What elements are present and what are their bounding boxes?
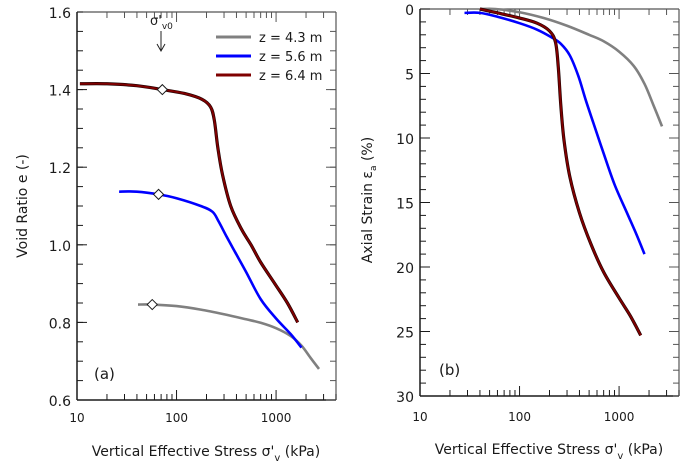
panel-b-label: (b) [439, 361, 460, 379]
panel-a-series-group [79, 82, 321, 370]
y-tick-label: 1.0 [49, 239, 71, 255]
panel-b-axes: 10 100 1000 0 5 10 15 20 25 30 [396, 3, 680, 424]
sigma-v0-arrowhead-icon [156, 43, 166, 53]
panel-b-series-group [464, 7, 664, 337]
y-tick-label: 0.6 [49, 394, 71, 410]
panel-a-label: (a) [94, 365, 115, 383]
sigma-v0-sub: v0 [162, 22, 173, 32]
x-tick-label: 1000 [261, 411, 292, 425]
series-line-z64 [479, 8, 642, 336]
sigma-v0-annotation-text: σ'v0 [150, 14, 173, 32]
panel-b-x-axis-title: Vertical Effective Stress σ'v (kPa) [435, 442, 663, 462]
x-tick-label: 100 [508, 410, 531, 424]
x-tick-label: 10 [69, 411, 84, 425]
sigma-v0-main: σ' [150, 14, 162, 29]
x-title-main: Vertical Effective Stress σ' [92, 444, 275, 460]
panel-b-y-axis-title: Axial Strain εa (%) [360, 137, 379, 263]
x-title-sub: v [274, 453, 280, 464]
x-tick-label: 10 [412, 410, 427, 424]
series-line-z56 [464, 11, 646, 255]
legend-label-z56: z = 5.6 m [259, 50, 322, 65]
y-tick-label: 1.4 [49, 84, 71, 100]
panel-a-axes: 10 100 1000 0.6 0.8 1.0 1.2 1.4 1.6 [49, 6, 337, 425]
x-title-tail: (kPa) [623, 442, 663, 458]
legend: z = 4.3 m z = 5.6 m z = 6.4 m [216, 31, 322, 84]
panel-a-y-axis-title: Void Ratio e (-) [15, 154, 31, 258]
y-tick-label: 10 [396, 132, 414, 148]
panel-a-void-ratio-plot: 10 100 1000 0.6 0.8 1.0 1.2 1.4 1.6 (a) σ'v0 z =… [15, 6, 337, 464]
y-title-tail: (%) [360, 137, 376, 166]
panel-a-x-axis-title: Vertical Effective Stress σ'v (kPa) [92, 444, 320, 464]
x-title-tail: (kPa) [280, 444, 320, 460]
sigma-v0-annotation: σ'v0 [150, 14, 173, 53]
y-title-sub: a [369, 166, 379, 172]
panel-a-markers-group [146, 83, 169, 311]
legend-label-z64: z = 6.4 m [259, 69, 322, 84]
y-tick-label: 0 [405, 3, 414, 19]
y-tick-label: 25 [396, 326, 414, 342]
y-tick-label: 15 [396, 197, 414, 213]
y-tick-label: 30 [396, 390, 414, 406]
series-line-z43 [480, 7, 664, 127]
series-line-z64 [79, 82, 299, 323]
sigma-v0-marker-diamond-icon [146, 298, 158, 311]
y-tick-label: 0.8 [49, 316, 71, 332]
series-outline-z64 [479, 7, 643, 337]
legend-label-z43: z = 4.3 m [259, 31, 322, 46]
panel-b-axial-strain-plot: 10 100 1000 0 5 10 15 20 25 30 (b) Vertical Effec… [360, 3, 680, 462]
x-tick-label: 1000 [604, 410, 635, 424]
y-tick-label: 20 [396, 261, 414, 277]
sigma-v0-marker-diamond-icon [152, 188, 165, 201]
y-tick-label: 1.2 [49, 161, 71, 177]
x-title-sub: v [617, 451, 623, 462]
y-title-main: Axial Strain ε [360, 171, 376, 263]
x-tick-label: 100 [165, 411, 188, 425]
series-line-z56 [119, 190, 303, 349]
sigma-v0-marker-diamond-icon [156, 83, 169, 96]
x-title-main: Vertical Effective Stress σ' [435, 442, 618, 458]
y-tick-label: 1.6 [49, 6, 71, 22]
y-tick-label: 5 [405, 68, 414, 84]
